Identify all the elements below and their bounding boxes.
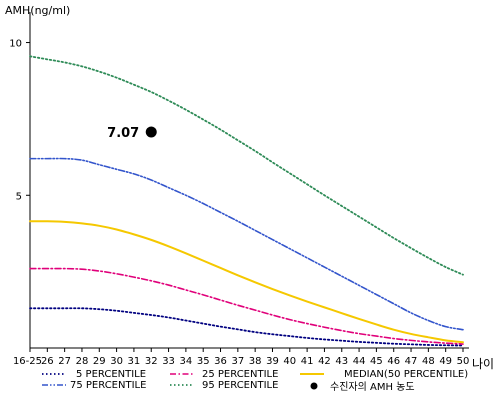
x-tick-label: 26 — [41, 356, 54, 367]
legend: 5 PERCENTILE 25 PERCENTILE MEDIAN(50 PERCE… — [42, 369, 468, 393]
x-tick-label: 36 — [214, 356, 227, 367]
x-tick-label: 37 — [231, 356, 244, 367]
x-axis-label: 나이 — [472, 357, 494, 371]
y-tick-label: 5 — [16, 191, 22, 202]
chart-axes: AMH(ng/ml) 나이 — [5, 4, 494, 371]
x-tick-label: 33 — [162, 356, 175, 367]
x-tick-label: 16-25 — [13, 356, 42, 367]
patient-amh-point — [145, 126, 157, 138]
series-line-2 — [29, 220, 464, 344]
x-tick-label: 32 — [145, 356, 158, 367]
x-tick-label: 46 — [387, 356, 400, 367]
y-tick-group: 5 10 — [9, 39, 30, 202]
x-tick-label: 47 — [405, 356, 418, 367]
x-tick-label: 28 — [76, 356, 89, 367]
x-tick-label: 29 — [93, 356, 106, 367]
x-tick-label: 31 — [128, 356, 141, 367]
x-tick-label: 35 — [197, 356, 210, 367]
x-tick-label: 41 — [301, 356, 314, 367]
legend-label-2: MEDIAN(50 PERCENTILE) — [344, 369, 468, 380]
legend-patient-marker — [310, 382, 318, 390]
y-axis-label: AMH(ng/ml) — [5, 4, 70, 17]
x-tick-label: 40 — [283, 356, 296, 367]
legend-label-3: 75 PERCENTILE — [70, 380, 146, 391]
series-line-3 — [29, 157, 464, 331]
series-line-0 — [29, 307, 464, 347]
x-tick-label: 49 — [439, 356, 452, 367]
series-line-1 — [29, 267, 464, 345]
x-tick-label: 27 — [58, 356, 71, 367]
series-line-4 — [29, 55, 464, 276]
legend-label-1: 25 PERCENTILE — [202, 369, 278, 380]
x-tick-label: 45 — [370, 356, 383, 367]
patient-amh-value-label: 7.07 — [107, 126, 139, 141]
x-tick-label: 30 — [110, 356, 123, 367]
legend-label-0: 5 PERCENTILE — [76, 369, 146, 380]
x-tick-label: 42 — [318, 356, 331, 367]
legend-label-patient: 수진자의 AMH 농도 — [330, 381, 415, 393]
legend-label-4: 95 PERCENTILE — [202, 380, 278, 391]
y-tick-label: 10 — [9, 39, 22, 50]
x-tick-label: 34 — [180, 356, 193, 367]
x-tick-label: 39 — [266, 356, 279, 367]
series-lines — [29, 55, 464, 347]
x-tick-label: 50 — [457, 356, 470, 367]
x-tick-label: 43 — [335, 356, 348, 367]
patient-point-group: 7.07 — [107, 126, 157, 141]
x-tick-label: 48 — [422, 356, 435, 367]
x-tick-label: 44 — [353, 356, 366, 367]
x-tick-label: 38 — [249, 356, 262, 367]
